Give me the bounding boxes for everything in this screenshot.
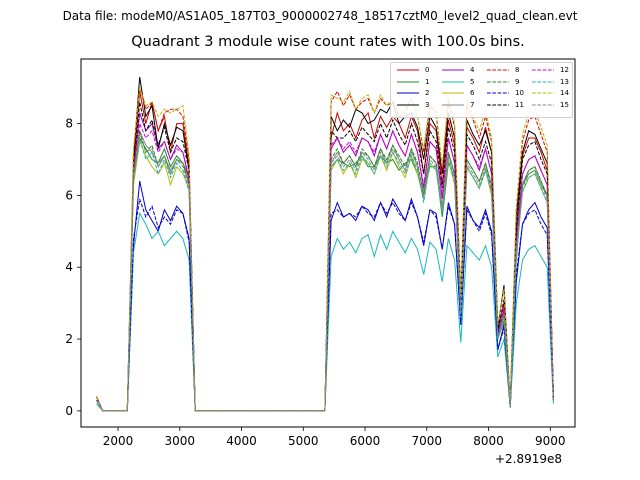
legend: 0 1 2 3 4 5 6 7 8 9 10 11 12 13 14 15 [390, 62, 573, 118]
x-tick-label: 9000 [535, 434, 566, 448]
legend-swatch [442, 92, 464, 94]
legend-swatch [397, 92, 419, 94]
legend-label: 15 [560, 100, 569, 109]
series-line-15 [95, 134, 554, 412]
series-line-5 [96, 211, 554, 412]
series-line-14 [95, 87, 554, 412]
y-axis: 0 2 4 6 8 [65, 117, 81, 418]
axes-frame [80, 58, 576, 428]
series-line-0 [95, 91, 554, 412]
series-line-13 [95, 137, 554, 412]
legend-swatch [532, 92, 554, 94]
legend-swatch [487, 104, 509, 106]
series-line-10 [95, 198, 554, 412]
legend-label: 13 [560, 77, 569, 86]
legend-label: 1 [425, 77, 430, 86]
series-line-12 [95, 121, 554, 412]
legend-label: 6 [470, 89, 475, 98]
x-tick-label: 4000 [226, 434, 257, 448]
x-tick-label: 3000 [165, 434, 196, 448]
series-lines [95, 76, 554, 412]
x-axis-offset: +2.8919e8 [494, 452, 562, 466]
legend-swatch [487, 92, 509, 94]
x-axis: 2000 3000 4000 5000 6000 7000 8000 9000 [103, 427, 566, 448]
suptitle: Data file: modeM0/AS1A05_187T03_90000027… [62, 9, 578, 23]
legend-label: 9 [515, 77, 520, 86]
legend-swatch [487, 69, 509, 71]
legend-label: 11 [515, 100, 524, 109]
legend-swatch [487, 81, 509, 83]
legend-label: 4 [470, 66, 475, 74]
series-line-3 [95, 76, 554, 412]
chart-title: Quadrant 3 module wise count rates with … [131, 34, 525, 50]
y-tick-label: 6 [65, 188, 73, 202]
x-tick-label: 7000 [412, 434, 443, 448]
legend-label: 8 [515, 66, 520, 74]
y-tick-label: 8 [65, 117, 73, 131]
legend-swatch [442, 104, 464, 106]
series-line-8 [95, 87, 554, 412]
x-tick-label: 8000 [473, 434, 504, 448]
legend-label: 10 [515, 89, 524, 98]
legend-label: 5 [470, 77, 475, 86]
series-line-6 [95, 139, 554, 412]
y-tick-label: 4 [65, 260, 73, 274]
legend-label: 14 [560, 89, 569, 98]
series-line-1 [95, 136, 554, 412]
legend-swatch [397, 69, 419, 71]
y-tick-label: 0 [65, 404, 73, 418]
x-tick-label: 5000 [288, 434, 319, 448]
x-tick-label: 2000 [103, 434, 134, 448]
x-tick-label: 6000 [350, 434, 381, 448]
legend-swatch [532, 81, 554, 83]
series-line-11 [95, 101, 554, 412]
series-line-2 [95, 180, 554, 412]
legend-label: 3 [425, 100, 430, 109]
legend-label: 2 [425, 89, 430, 98]
legend-swatch [532, 104, 554, 106]
legend-swatch [442, 69, 464, 71]
legend-swatch [442, 81, 464, 83]
legend-swatch [397, 81, 419, 83]
y-tick-label: 2 [65, 332, 73, 346]
legend-label: 12 [560, 66, 569, 74]
legend-label: 0 [425, 66, 430, 74]
legend-label: 7 [470, 100, 475, 109]
legend-swatch [532, 69, 554, 71]
legend-swatch [397, 104, 419, 106]
